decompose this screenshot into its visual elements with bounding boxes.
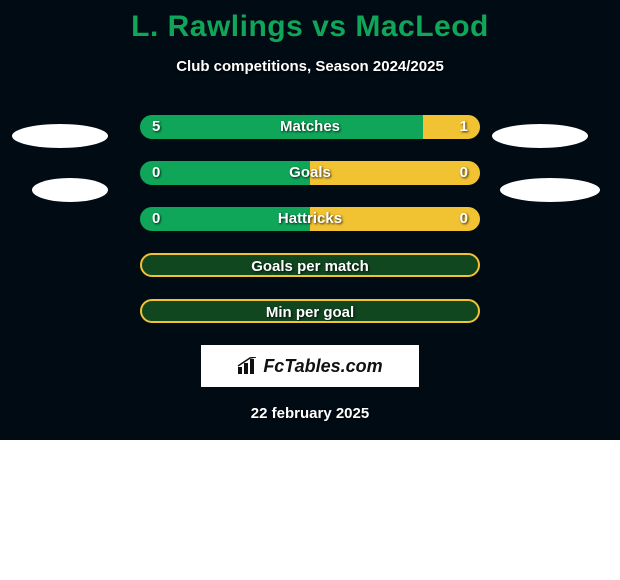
stat-row: Min per goal [140,299,480,323]
bar-chart-icon [237,357,259,375]
logo: FcTables.com [237,356,382,377]
avatar-oval [492,124,588,148]
page-subtitle: Club competitions, Season 2024/2025 [0,58,620,75]
avatar-oval [32,178,108,202]
stat-label: Goals [140,161,480,185]
logo-text: FcTables.com [263,356,382,377]
stat-label: Hattricks [140,207,480,231]
page-title: L. Rawlings vs MacLeod [0,0,620,44]
date-text: 22 february 2025 [0,405,620,422]
stats-card: L. Rawlings vs MacLeod Club competitions… [0,0,620,440]
stat-row: Goals per match [140,253,480,277]
stat-row: 00Hattricks [140,207,480,231]
stat-label: Matches [140,115,480,139]
stat-row: 51Matches [140,115,480,139]
logo-box: FcTables.com [201,345,419,387]
stat-label: Min per goal [142,301,478,321]
stat-row: 00Goals [140,161,480,185]
avatar-oval [12,124,108,148]
avatar-oval [500,178,600,202]
stat-label: Goals per match [142,255,478,275]
